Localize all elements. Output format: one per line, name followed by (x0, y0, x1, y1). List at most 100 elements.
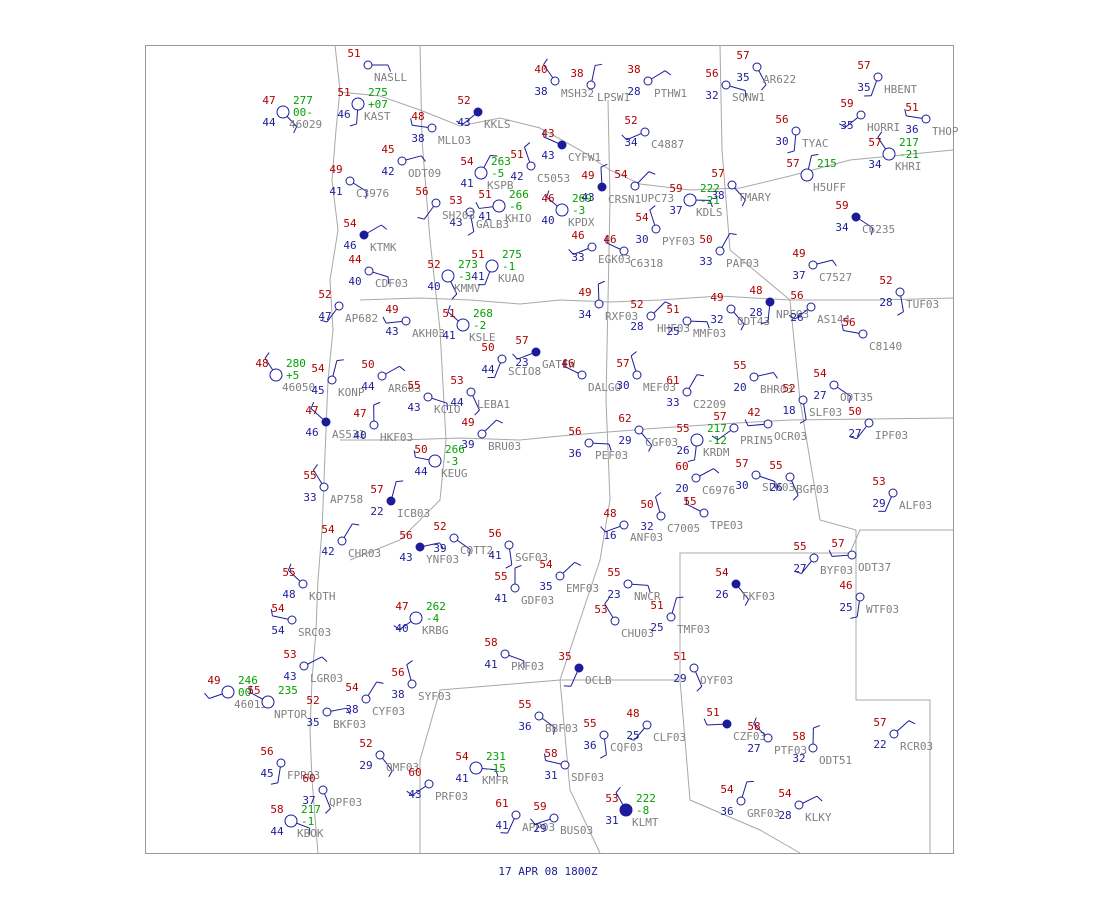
pressure-tendency: 00 (238, 686, 251, 699)
dewpoint: 29 (359, 759, 372, 772)
temperature: 55 (407, 379, 420, 392)
pressure: 275 (502, 248, 522, 261)
wind-barb-flag (788, 314, 796, 320)
station-id: SRC03 (298, 626, 331, 639)
wind-barb-flag (264, 352, 270, 359)
station-id: KLMT (632, 816, 659, 829)
dewpoint: 27 (813, 389, 826, 402)
temperature: 51 (347, 47, 360, 60)
station-circle (318, 785, 328, 795)
station-circle (640, 127, 650, 137)
station-circle (485, 259, 499, 273)
temperature: 54 (321, 523, 335, 536)
station-circle (651, 224, 661, 234)
station-id: LEBA1 (477, 398, 510, 411)
dewpoint: 25 (626, 729, 639, 742)
temperature: 48 (255, 357, 268, 370)
dewpoint: 27 (747, 742, 760, 755)
dewpoint: 29 (533, 822, 546, 835)
station-id: ODT43 (737, 315, 770, 328)
temperature: 48 (603, 507, 616, 520)
temperature: 56 (705, 67, 718, 80)
station-id: PRIN5 (740, 434, 773, 447)
station-circle (407, 679, 417, 689)
station-id: GDF03 (521, 594, 554, 607)
temperature: 53 (449, 194, 462, 207)
station-circle (466, 387, 476, 397)
station-circle (597, 182, 607, 192)
dewpoint: 41 (442, 329, 455, 342)
wind-barb-flag (381, 224, 388, 230)
temperature: 55 (303, 469, 316, 482)
station-circle (386, 496, 396, 506)
temperature: 55 (607, 566, 620, 579)
station-circle (334, 301, 344, 311)
pressure-tendency: -8 (636, 804, 649, 817)
dewpoint: 45 (311, 384, 324, 397)
temperature: 56 (488, 527, 501, 540)
temperature: 54 (715, 566, 729, 579)
station-id: UPC73 (641, 192, 674, 205)
station-id: C5053 (537, 172, 570, 185)
pressure: 280 (286, 357, 306, 370)
station-circle (361, 694, 371, 704)
dewpoint: 44 (481, 363, 495, 376)
station-id: KAST (364, 110, 391, 123)
station-id: PYF03 (662, 235, 695, 248)
wind-barb-flag (406, 660, 413, 666)
station-id: OCLB (585, 674, 612, 687)
station-id: PKF03 (511, 660, 544, 673)
dewpoint: 46 (305, 426, 318, 439)
dewpoint: 44 (270, 825, 284, 838)
station-circle (221, 685, 235, 699)
station-id: CLF03 (653, 731, 686, 744)
wind-barb-flag (496, 419, 503, 424)
dewpoint: 43 (541, 149, 554, 162)
wind-barb-flag (848, 396, 852, 404)
dewpoint: 41 (494, 592, 507, 605)
dewpoint: 44 (414, 465, 428, 478)
temperature: 49 (385, 303, 398, 316)
dewpoint: 35 (736, 71, 749, 84)
temperature: 51 (510, 148, 523, 161)
wind-barb-flag (406, 790, 413, 796)
wind-barb-flag (396, 480, 404, 483)
station-id: KBOK (297, 827, 324, 840)
station-circle (794, 800, 804, 810)
dewpoint: 42 (321, 545, 334, 558)
pressure-tendency: -1 (502, 260, 515, 273)
station-id: SH203 (442, 209, 475, 222)
station-id: ODT09 (408, 167, 441, 180)
dewpoint: 36 (720, 805, 733, 818)
map-frame (145, 45, 954, 854)
wind-barb-flag (799, 419, 807, 424)
wind-barb-flag (897, 311, 904, 316)
station-circle (428, 454, 442, 468)
pressure-tendency: -3 (458, 270, 471, 283)
temperature: 54 (345, 681, 359, 694)
station-id: BUS03 (560, 824, 593, 837)
station-id: 46015 (234, 698, 267, 711)
station-id: KKLS (484, 118, 511, 131)
temperature: 58 (747, 720, 760, 733)
temperature: 45 (381, 143, 394, 156)
temperature: 46 (561, 357, 574, 370)
station-circle (345, 176, 355, 186)
pressure-tendency: -4 (426, 612, 440, 625)
temperature: 54 (778, 787, 792, 800)
station-circle (587, 242, 597, 252)
temperature: 46 (571, 229, 584, 242)
temperature: 55 (793, 540, 806, 553)
station-id: ICB03 (397, 507, 430, 520)
wind-barb-flag (310, 401, 315, 409)
station-id: NWCR (634, 590, 661, 603)
dewpoint: 54 (271, 624, 285, 637)
temperature: 53 (594, 603, 607, 616)
pressure-tendency: -3 (572, 204, 585, 217)
temperature: 35 (558, 650, 571, 663)
dewpoint: 28 (749, 306, 762, 319)
station-circle (751, 470, 761, 480)
wind-barb-flag (388, 770, 393, 778)
wind-barb-flag (543, 58, 548, 65)
dewpoint: 23 (607, 588, 620, 601)
